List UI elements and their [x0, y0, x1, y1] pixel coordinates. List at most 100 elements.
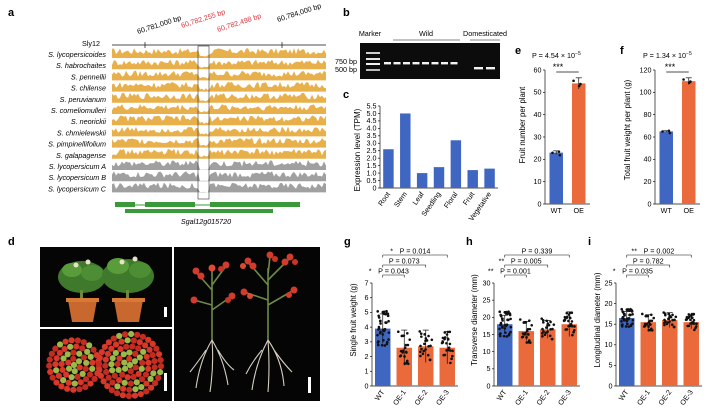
data-point — [682, 78, 685, 81]
data-point — [567, 319, 570, 323]
unripe-fruit — [108, 361, 115, 368]
ripe-fruit — [129, 343, 136, 350]
bar — [572, 83, 586, 204]
unripe-fruit — [121, 379, 128, 386]
coverage-track-domesticated — [112, 160, 326, 170]
data-point — [385, 340, 389, 344]
unripe-fruit — [60, 355, 67, 362]
data-point — [426, 353, 430, 357]
data-point — [384, 321, 387, 324]
y-tick-label: 20 — [644, 177, 652, 186]
ripe-fruit — [101, 343, 108, 350]
y-tick-label: 4 — [365, 322, 369, 331]
data-point — [670, 323, 674, 326]
data-point — [424, 348, 427, 351]
unripe-fruit — [53, 367, 60, 374]
data-point — [671, 313, 674, 317]
ripe-fruit — [139, 359, 146, 367]
ripe-fruit — [132, 350, 139, 357]
unripe-fruit — [120, 351, 127, 358]
data-point — [652, 316, 656, 320]
c-ylabel: Expression level (TPM) — [353, 108, 362, 191]
data-point — [526, 327, 530, 331]
data-point — [643, 324, 647, 328]
data-point — [406, 331, 409, 335]
unripe-fruit — [71, 368, 78, 375]
data-point — [527, 339, 531, 343]
wild-header: Wild — [419, 29, 433, 38]
bar — [662, 320, 678, 386]
data-point — [387, 331, 391, 334]
data-point — [399, 354, 403, 357]
data-point — [430, 338, 434, 342]
wild-band — [403, 62, 410, 65]
size-500: 500 bp — [335, 65, 357, 74]
x-tick-label: Leaf — [410, 190, 425, 207]
ripe-fruit — [82, 383, 89, 391]
y-tick-label: 3 — [365, 337, 369, 346]
ripe-fruit — [126, 355, 133, 362]
data-point — [667, 129, 671, 133]
panel-c: c Expression level (TPM) 00.51.01.52.02.… — [343, 89, 498, 223]
ripe-fruit — [68, 337, 75, 344]
ripe-fruit — [102, 362, 109, 369]
ripe-fruit — [48, 350, 55, 357]
ripe-fruit — [108, 345, 115, 352]
significance-stars: ** — [488, 267, 494, 276]
marker-header: Marker — [359, 29, 382, 38]
unripe-fruit — [147, 375, 154, 382]
data-point — [408, 338, 412, 341]
data-point — [669, 315, 673, 319]
data-point — [384, 312, 388, 316]
y-tick-label: 4.5 — [367, 116, 377, 125]
wild-band — [393, 62, 401, 65]
data-point — [549, 328, 552, 331]
ripe-fruit — [104, 383, 111, 390]
data-point — [668, 320, 671, 323]
ripe-fruit — [70, 355, 77, 362]
wild-band — [384, 62, 391, 65]
ripe-fruit — [113, 390, 121, 397]
ripe-fruit — [121, 331, 129, 338]
data-point — [524, 331, 527, 335]
data-point — [628, 309, 632, 312]
unripe-fruit — [133, 379, 140, 386]
y-tick-label: 80 — [644, 110, 652, 119]
x-tick-label: OE-2 — [656, 388, 673, 407]
data-point — [450, 357, 453, 361]
data-point — [381, 310, 385, 314]
unripe-fruit — [67, 343, 74, 350]
ripe-fruit — [152, 380, 159, 387]
ripe-fruit — [148, 384, 155, 391]
bar — [383, 149, 394, 188]
ripe-fruit — [120, 385, 127, 392]
y-tick-label: 0 — [365, 381, 369, 390]
data-point — [405, 351, 408, 354]
data-point — [447, 346, 451, 350]
chrom-label: Sly12 — [82, 39, 100, 48]
x-tick-label: OE-3 — [434, 388, 451, 407]
ripe-fruit — [112, 341, 120, 348]
data-point — [402, 349, 405, 352]
exon-3 — [210, 202, 300, 207]
domesticated-band — [486, 67, 495, 70]
coverage-track-wild — [112, 48, 326, 58]
data-point — [689, 318, 692, 322]
unripe-fruit — [87, 353, 94, 360]
data-point — [418, 350, 422, 354]
data-point — [649, 328, 653, 331]
ripe-fruit — [151, 357, 158, 365]
data-point — [667, 317, 670, 321]
ripe-fruit — [80, 339, 87, 346]
data-point — [646, 314, 650, 318]
data-point — [379, 330, 382, 334]
p-value: P = 0.001 — [500, 267, 531, 276]
potted-plant-left — [58, 259, 106, 322]
data-point — [625, 308, 629, 311]
ripe-fruit — [157, 363, 165, 370]
unripe-fruit — [150, 370, 157, 377]
y-tick-label: 50 — [534, 88, 542, 97]
data-point — [376, 333, 379, 337]
data-point — [376, 310, 380, 313]
